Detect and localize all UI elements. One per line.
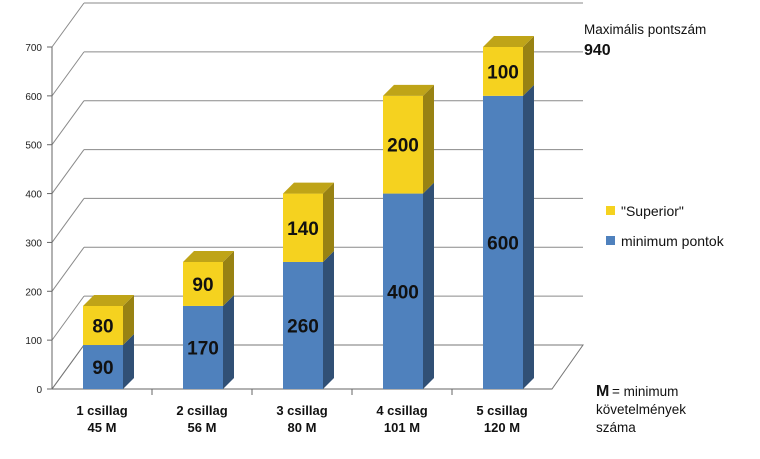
bar-superior-3 bbox=[283, 193, 323, 262]
chart-axes: 0 100 200 300 400 500 600 700 1 csillag 45 M 2 csi… bbox=[25, 43, 584, 435]
bar-side-superior-1 bbox=[123, 294, 134, 346]
bar-superior-5 bbox=[483, 47, 523, 96]
y-tick-label-0: 0 bbox=[36, 385, 42, 396]
x-category-label-5-line-2: 120 M bbox=[484, 420, 520, 435]
legend-swatch-minimum-pontok bbox=[606, 236, 615, 245]
bar-side-superior-2 bbox=[223, 250, 234, 306]
data-label-minimum-2: 170 bbox=[187, 338, 219, 359]
gridline-side-400 bbox=[51, 149, 85, 194]
x-category-label-2-line-2: 56 M bbox=[188, 420, 217, 435]
y-tick-label-500: 500 bbox=[25, 141, 42, 152]
data-label-minimum-1: 90 bbox=[92, 358, 113, 379]
x-category-label-4-line-2: 101 M bbox=[384, 420, 420, 435]
bar-side-minimum-3 bbox=[323, 250, 334, 389]
chart-bars bbox=[83, 36, 534, 389]
x-category-label-3-line-2: 80 M bbox=[288, 420, 317, 435]
bar-superior-2 bbox=[183, 261, 223, 306]
y-tick-label-200: 200 bbox=[25, 287, 42, 298]
gridline-side-700 bbox=[51, 2, 85, 48]
y-tick-label-300: 300 bbox=[25, 238, 42, 249]
max-score-label: Maximális pontszám bbox=[584, 22, 706, 37]
bar-side-superior-5 bbox=[523, 36, 534, 96]
gridline-side-300 bbox=[51, 198, 85, 243]
legend: "Superior" minimum pontok bbox=[606, 203, 725, 249]
bar-minimum-4 bbox=[383, 193, 423, 389]
bar-side-minimum-2 bbox=[223, 294, 234, 389]
data-label-superior-4: 200 bbox=[387, 136, 419, 157]
gridline-side-500 bbox=[51, 100, 85, 146]
data-label-minimum-3: 260 bbox=[287, 316, 319, 337]
data-label-superior-5: 100 bbox=[487, 62, 519, 83]
bar-top-3 bbox=[283, 182, 334, 194]
y-tick-label-700: 700 bbox=[25, 43, 42, 54]
m-desc-line-2: követelmények bbox=[596, 402, 686, 417]
gridline-side-100 bbox=[51, 295, 85, 341]
legend-label-minimum-pontok: minimum pontok bbox=[621, 233, 725, 249]
data-label-superior-3: 140 bbox=[287, 219, 319, 240]
x-category-label-1-line-1: 1 csillag bbox=[76, 403, 127, 418]
bar-side-superior-4 bbox=[423, 84, 434, 194]
bar-top-4 bbox=[383, 84, 434, 96]
bar-side-minimum-5 bbox=[523, 84, 534, 389]
bar-side-minimum-4 bbox=[423, 182, 434, 389]
m-desc-line-3: száma bbox=[596, 420, 636, 435]
bar-side-minimum-1 bbox=[123, 334, 134, 389]
data-label-superior-1: 80 bbox=[92, 316, 113, 337]
x-category-label-2-line-1: 2 csillag bbox=[176, 403, 227, 418]
bar-minimum-5 bbox=[483, 95, 523, 389]
bar-minimum-3 bbox=[283, 261, 323, 389]
gridline-side-600 bbox=[51, 51, 85, 97]
bar-top-5 bbox=[483, 36, 534, 47]
gridline-side-200 bbox=[51, 246, 85, 292]
bar-minimum-1 bbox=[83, 345, 123, 389]
x-category-label-1-line-2: 45 M bbox=[88, 420, 117, 435]
bar-superior-4 bbox=[383, 95, 423, 194]
data-label-minimum-4: 400 bbox=[387, 282, 419, 303]
m-definition-note: M = minimum követelmények száma bbox=[596, 383, 686, 435]
chart-labels: 90 80 170 90 260 140 400 200 600 100 bbox=[92, 62, 518, 379]
max-score-note: Maximális pontszám 940 bbox=[584, 22, 706, 59]
y-tick-label-100: 100 bbox=[25, 336, 42, 347]
bar-minimum-2 bbox=[183, 305, 223, 389]
bar-top-1 bbox=[83, 294, 134, 306]
m-key: M bbox=[596, 383, 609, 400]
bar-superior-1 bbox=[83, 305, 123, 346]
max-score-value: 940 bbox=[584, 42, 611, 59]
x-category-label-4-line-1: 4 csillag bbox=[376, 403, 427, 418]
y-tick-label-400: 400 bbox=[25, 190, 42, 201]
data-label-superior-2: 90 bbox=[192, 275, 213, 296]
y-tick-label-600: 600 bbox=[25, 92, 42, 103]
x-category-label-3-line-1: 3 csillag bbox=[276, 403, 327, 418]
legend-swatch-superior bbox=[606, 206, 615, 215]
x-category-label-5-line-1: 5 csillag bbox=[476, 403, 527, 418]
legend-label-superior: "Superior" bbox=[621, 203, 684, 219]
data-label-minimum-5: 600 bbox=[487, 233, 519, 254]
bar-top-2 bbox=[183, 250, 234, 262]
bar-side-superior-3 bbox=[323, 182, 334, 262]
m-desc-line-1: = minimum bbox=[612, 384, 678, 399]
